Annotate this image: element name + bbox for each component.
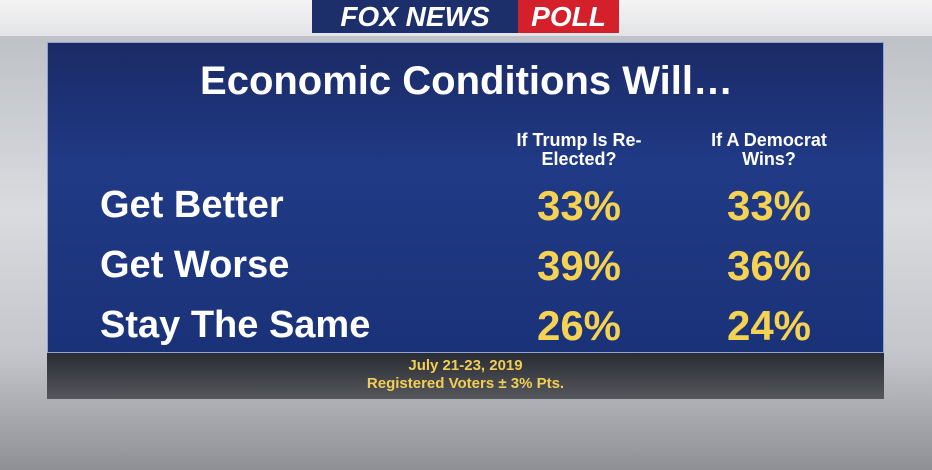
- badge: POLL: [518, 0, 619, 33]
- cell-value: 33%: [726, 182, 812, 229]
- row-label: Get Better: [100, 184, 284, 226]
- footer-note: Registered Voters ± 3% Pts.: [366, 375, 565, 392]
- cell-value: 26%: [536, 302, 622, 349]
- row-label: Stay The Same: [100, 304, 371, 346]
- cell-value: 36%: [726, 242, 812, 289]
- cell-value: 33%: [536, 182, 622, 229]
- footer-band: July 21-23, 2019 Registered Voters ± 3% …: [47, 353, 884, 399]
- logo: FOX NEWS POLL: [312, 0, 619, 33]
- row-label: Get Worse: [100, 244, 290, 286]
- panel: Economic Conditions Will… If Trump Is Re…: [47, 42, 884, 353]
- brand: FOX NEWS: [312, 0, 518, 33]
- footer-date: July 21-23, 2019: [408, 357, 523, 374]
- column-header: If A Democrat Wins?: [711, 130, 827, 169]
- cell-value: 24%: [726, 302, 812, 349]
- cell-value: 39%: [536, 242, 622, 289]
- column-header: If Trump Is Re-Elected?: [516, 130, 642, 169]
- title: Economic Conditions Will…: [200, 59, 733, 103]
